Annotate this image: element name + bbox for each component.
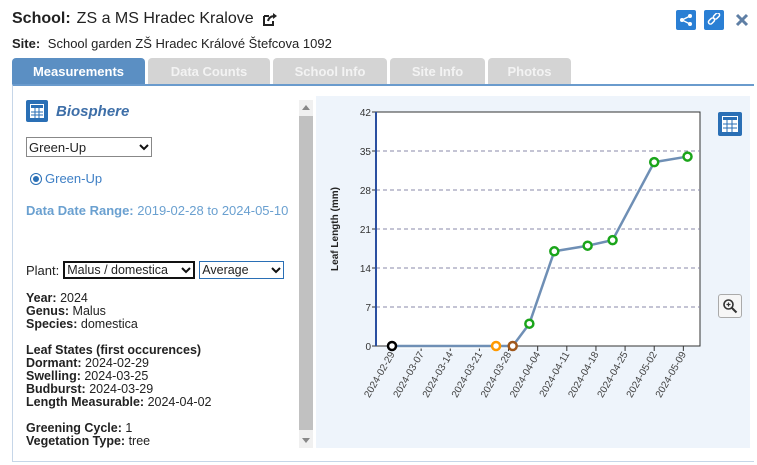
scroll-thumb[interactable] — [299, 116, 313, 430]
chevron-down-icon — [271, 267, 281, 274]
vegetation-row: Vegetation Type: tree — [26, 434, 151, 448]
tab-bar: Measurements Data Counts School Info Sit… — [12, 58, 574, 85]
y-tick-label: 28 — [360, 186, 372, 197]
school-title: School: ZS a MS Hradec Kralove — [12, 10, 278, 28]
greening-row: Greening Cycle: 1 — [26, 421, 133, 435]
data-point — [648, 156, 660, 168]
left-panel: Biosphere Green-Up Green-Up Data Date Ra… — [13, 96, 313, 450]
table-icon — [722, 116, 738, 132]
biosphere-header: Biosphere — [26, 100, 129, 122]
radio-label: Green-Up — [45, 171, 103, 186]
y-tick-label: 7 — [365, 303, 371, 314]
leaf-states-title: Leaf States (first occurences) — [26, 343, 202, 357]
chart-area: 0 7 14 21 28 35 42 Leaf Length (mm) 2024-02-29 20… — [316, 96, 750, 448]
y-tick-label: 14 — [360, 264, 372, 275]
scroll-down-arrow[interactable] — [302, 438, 310, 443]
scroll-up-arrow[interactable] — [302, 105, 310, 110]
site-name: School garden ZŠ Hradec Králové Štefcova… — [47, 36, 332, 51]
y-tick-label: 21 — [360, 225, 372, 236]
date-range: Data Date Range: 2019-02-28 to 2024-05-1… — [26, 200, 296, 221]
average-select[interactable]: Average — [199, 261, 285, 279]
site-label: Site: — [12, 36, 41, 51]
top-actions — [676, 10, 752, 30]
budburst-row: Budburst: 2024-03-29 — [26, 382, 154, 396]
chart-table-button[interactable] — [718, 112, 742, 136]
biosphere-title: Biosphere — [56, 102, 130, 120]
data-point — [607, 234, 618, 246]
tab-measurements[interactable]: Measurements — [12, 58, 145, 84]
genus-row: Genus: Malus — [26, 304, 106, 318]
tab-data-counts[interactable]: Data Counts — [148, 58, 270, 84]
protocol-select[interactable]: Green-Up — [26, 137, 152, 157]
external-link-icon[interactable] — [262, 11, 278, 27]
data-point — [507, 340, 518, 352]
school-label: School: — [12, 10, 71, 27]
plant-select-value: Malus / domestica — [67, 263, 168, 277]
dormant-row: Dormant: 2024-02-29 — [26, 356, 149, 370]
green-up-radio[interactable]: Green-Up — [30, 171, 102, 186]
close-button[interactable] — [732, 10, 752, 30]
school-name: ZS a MS Hradec Kralove — [76, 10, 254, 27]
protocol-select-value: Green-Up — [29, 139, 87, 155]
year-row: Year: 2024 — [26, 291, 88, 305]
plant-row: Plant: Malus / domestica Average — [26, 261, 285, 279]
chevron-down-icon — [181, 267, 191, 274]
tab-school-info[interactable]: School Info — [273, 58, 387, 84]
average-select-value: Average — [202, 263, 249, 277]
tab-photos[interactable]: Photos — [488, 58, 571, 84]
data-point — [682, 151, 693, 162]
length-row: Length Measurable: 2024-04-02 — [26, 395, 212, 409]
y-tick-label: 42 — [360, 108, 372, 119]
chevron-down-icon — [139, 144, 149, 151]
range-value: 2019-02-28 to 2024-05-10 — [137, 203, 289, 218]
share-button[interactable] — [676, 10, 696, 30]
tab-site-info[interactable]: Site Info — [390, 58, 485, 84]
zoom-icon — [723, 299, 738, 314]
range-label: Data Date Range: — [26, 203, 134, 218]
radio-button[interactable] — [30, 172, 42, 185]
share-icon — [680, 14, 692, 26]
table-icon[interactable] — [26, 100, 48, 122]
data-point — [549, 246, 560, 257]
data-point — [582, 240, 593, 251]
link-button[interactable] — [704, 10, 724, 30]
species-row: Species: domestica — [26, 317, 138, 331]
x-tick-label: 2024-05-09 — [654, 350, 689, 400]
data-point — [490, 340, 502, 352]
header: School: ZS a MS Hradec Kralove Site: Sch… — [12, 10, 752, 54]
data-point — [386, 340, 398, 352]
swelling-row: Swelling: 2024-03-25 — [26, 369, 149, 383]
site-line: Site: School garden ZŠ Hradec Králové Št… — [12, 36, 332, 51]
plant-label: Plant: — [26, 262, 60, 278]
plant-select[interactable]: Malus / domestica — [63, 261, 196, 279]
y-tick-label: 0 — [365, 342, 371, 353]
y-tick-label: 35 — [360, 147, 372, 158]
link-icon — [707, 13, 721, 25]
data-point — [524, 318, 535, 329]
left-scrollbar[interactable] — [299, 100, 313, 448]
close-icon — [735, 13, 749, 27]
zoom-button[interactable] — [718, 294, 742, 318]
y-axis-label: Leaf Length (mm) — [330, 187, 341, 271]
